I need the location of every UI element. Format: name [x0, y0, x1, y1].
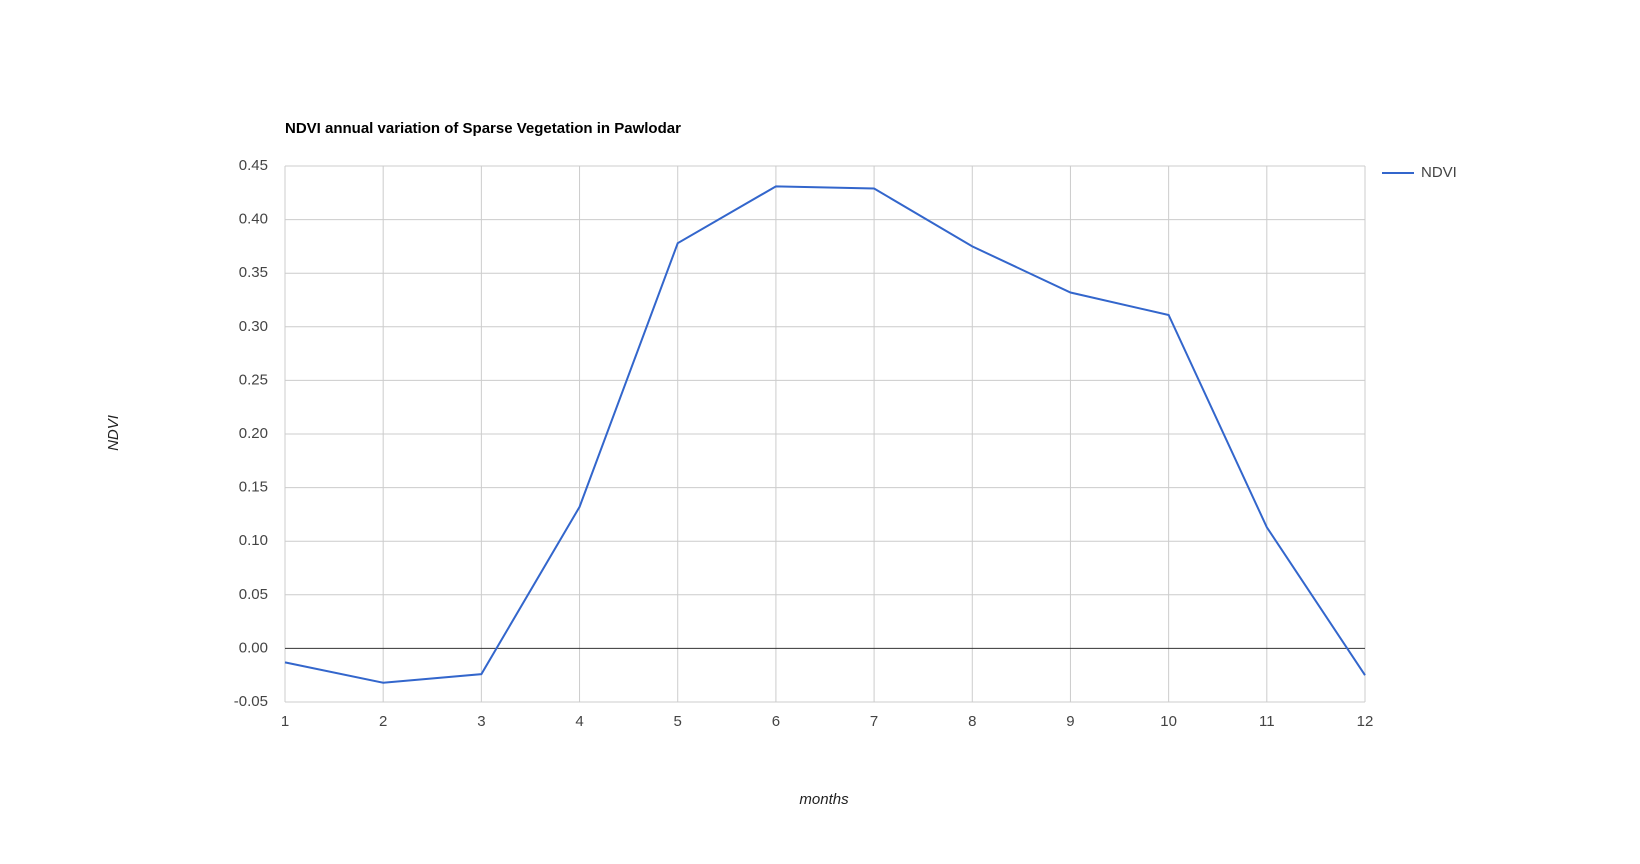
x-tick-label: 7: [870, 713, 878, 730]
x-tick-label: 8: [968, 713, 976, 730]
y-tick-label: 0.40: [239, 211, 268, 228]
y-tick-label: 0.05: [239, 586, 268, 603]
x-tick-label: 11: [1259, 713, 1275, 730]
x-tick-label: 6: [772, 713, 780, 730]
legend-label: NDVI: [1421, 164, 1457, 181]
y-tick-label: 0.00: [239, 639, 268, 656]
x-tick-label: 3: [477, 713, 485, 730]
x-tick-label: 10: [1160, 713, 1177, 730]
y-axis-title: NDVI: [105, 415, 122, 451]
y-tick-label: 0.45: [239, 157, 268, 174]
y-tick-label: 0.30: [239, 318, 268, 335]
chart-title: NDVI annual variation of Sparse Vegetati…: [285, 120, 681, 137]
x-tick-label: 2: [379, 713, 387, 730]
x-tick-label: 12: [1357, 713, 1374, 730]
x-tick-label: 1: [281, 713, 289, 730]
data-line: [284, 185, 1366, 684]
y-tick-label: 0.20: [239, 425, 268, 442]
x-axis-title: months: [799, 791, 849, 808]
x-tick-label: 9: [1066, 713, 1074, 730]
y-tick-label: 0.15: [239, 479, 268, 496]
y-tick-label: -0.05: [234, 693, 268, 710]
y-tick-label: 0.35: [239, 264, 268, 281]
y-tick-label: 0.25: [239, 371, 268, 388]
x-tick-label: 4: [575, 713, 583, 730]
x-tick-label: 5: [674, 713, 682, 730]
y-tick-label: 0.10: [239, 532, 268, 549]
